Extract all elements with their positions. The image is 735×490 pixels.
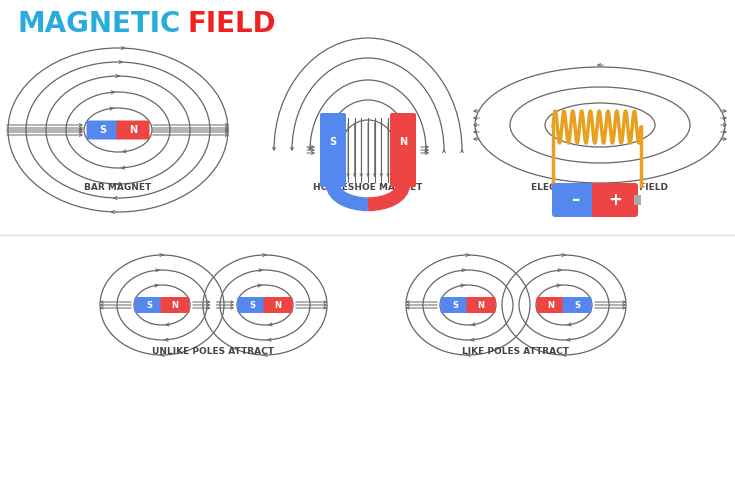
Text: MAGNETIC: MAGNETIC — [18, 10, 182, 38]
Text: N: N — [274, 300, 282, 310]
Text: BAR MAGNET: BAR MAGNET — [85, 182, 151, 192]
FancyBboxPatch shape — [537, 297, 565, 313]
Text: N: N — [478, 300, 484, 310]
FancyBboxPatch shape — [467, 297, 495, 313]
FancyBboxPatch shape — [440, 297, 470, 313]
Bar — [634, 195, 641, 205]
Text: N: N — [129, 125, 137, 135]
FancyBboxPatch shape — [117, 121, 149, 140]
FancyBboxPatch shape — [390, 113, 416, 187]
Text: N: N — [171, 300, 179, 310]
FancyBboxPatch shape — [562, 297, 592, 313]
FancyBboxPatch shape — [552, 183, 598, 217]
FancyBboxPatch shape — [135, 297, 163, 313]
Text: S: S — [146, 300, 152, 310]
Text: N: N — [548, 300, 554, 310]
Text: FIELD: FIELD — [188, 10, 276, 38]
Text: UNLIKE POLES ATTRACT: UNLIKE POLES ATTRACT — [152, 347, 274, 357]
Text: N: N — [399, 137, 407, 147]
Text: S: S — [329, 137, 337, 147]
Text: S: S — [249, 300, 255, 310]
FancyBboxPatch shape — [160, 297, 190, 313]
Text: LIKE POLES ATTRACT: LIKE POLES ATTRACT — [462, 347, 570, 357]
FancyBboxPatch shape — [87, 121, 120, 140]
Text: ELECTROMAGENETIC FIELD: ELECTROMAGENETIC FIELD — [531, 182, 669, 192]
Text: S: S — [574, 300, 580, 310]
FancyBboxPatch shape — [237, 297, 267, 313]
FancyBboxPatch shape — [264, 297, 293, 313]
Text: –: – — [571, 191, 579, 209]
Text: S: S — [452, 300, 458, 310]
Text: +: + — [608, 191, 622, 209]
Text: S: S — [99, 125, 107, 135]
FancyBboxPatch shape — [320, 113, 346, 187]
FancyBboxPatch shape — [592, 183, 638, 217]
Text: HORSESHOE MAGNET: HORSESHOE MAGNET — [313, 182, 423, 192]
